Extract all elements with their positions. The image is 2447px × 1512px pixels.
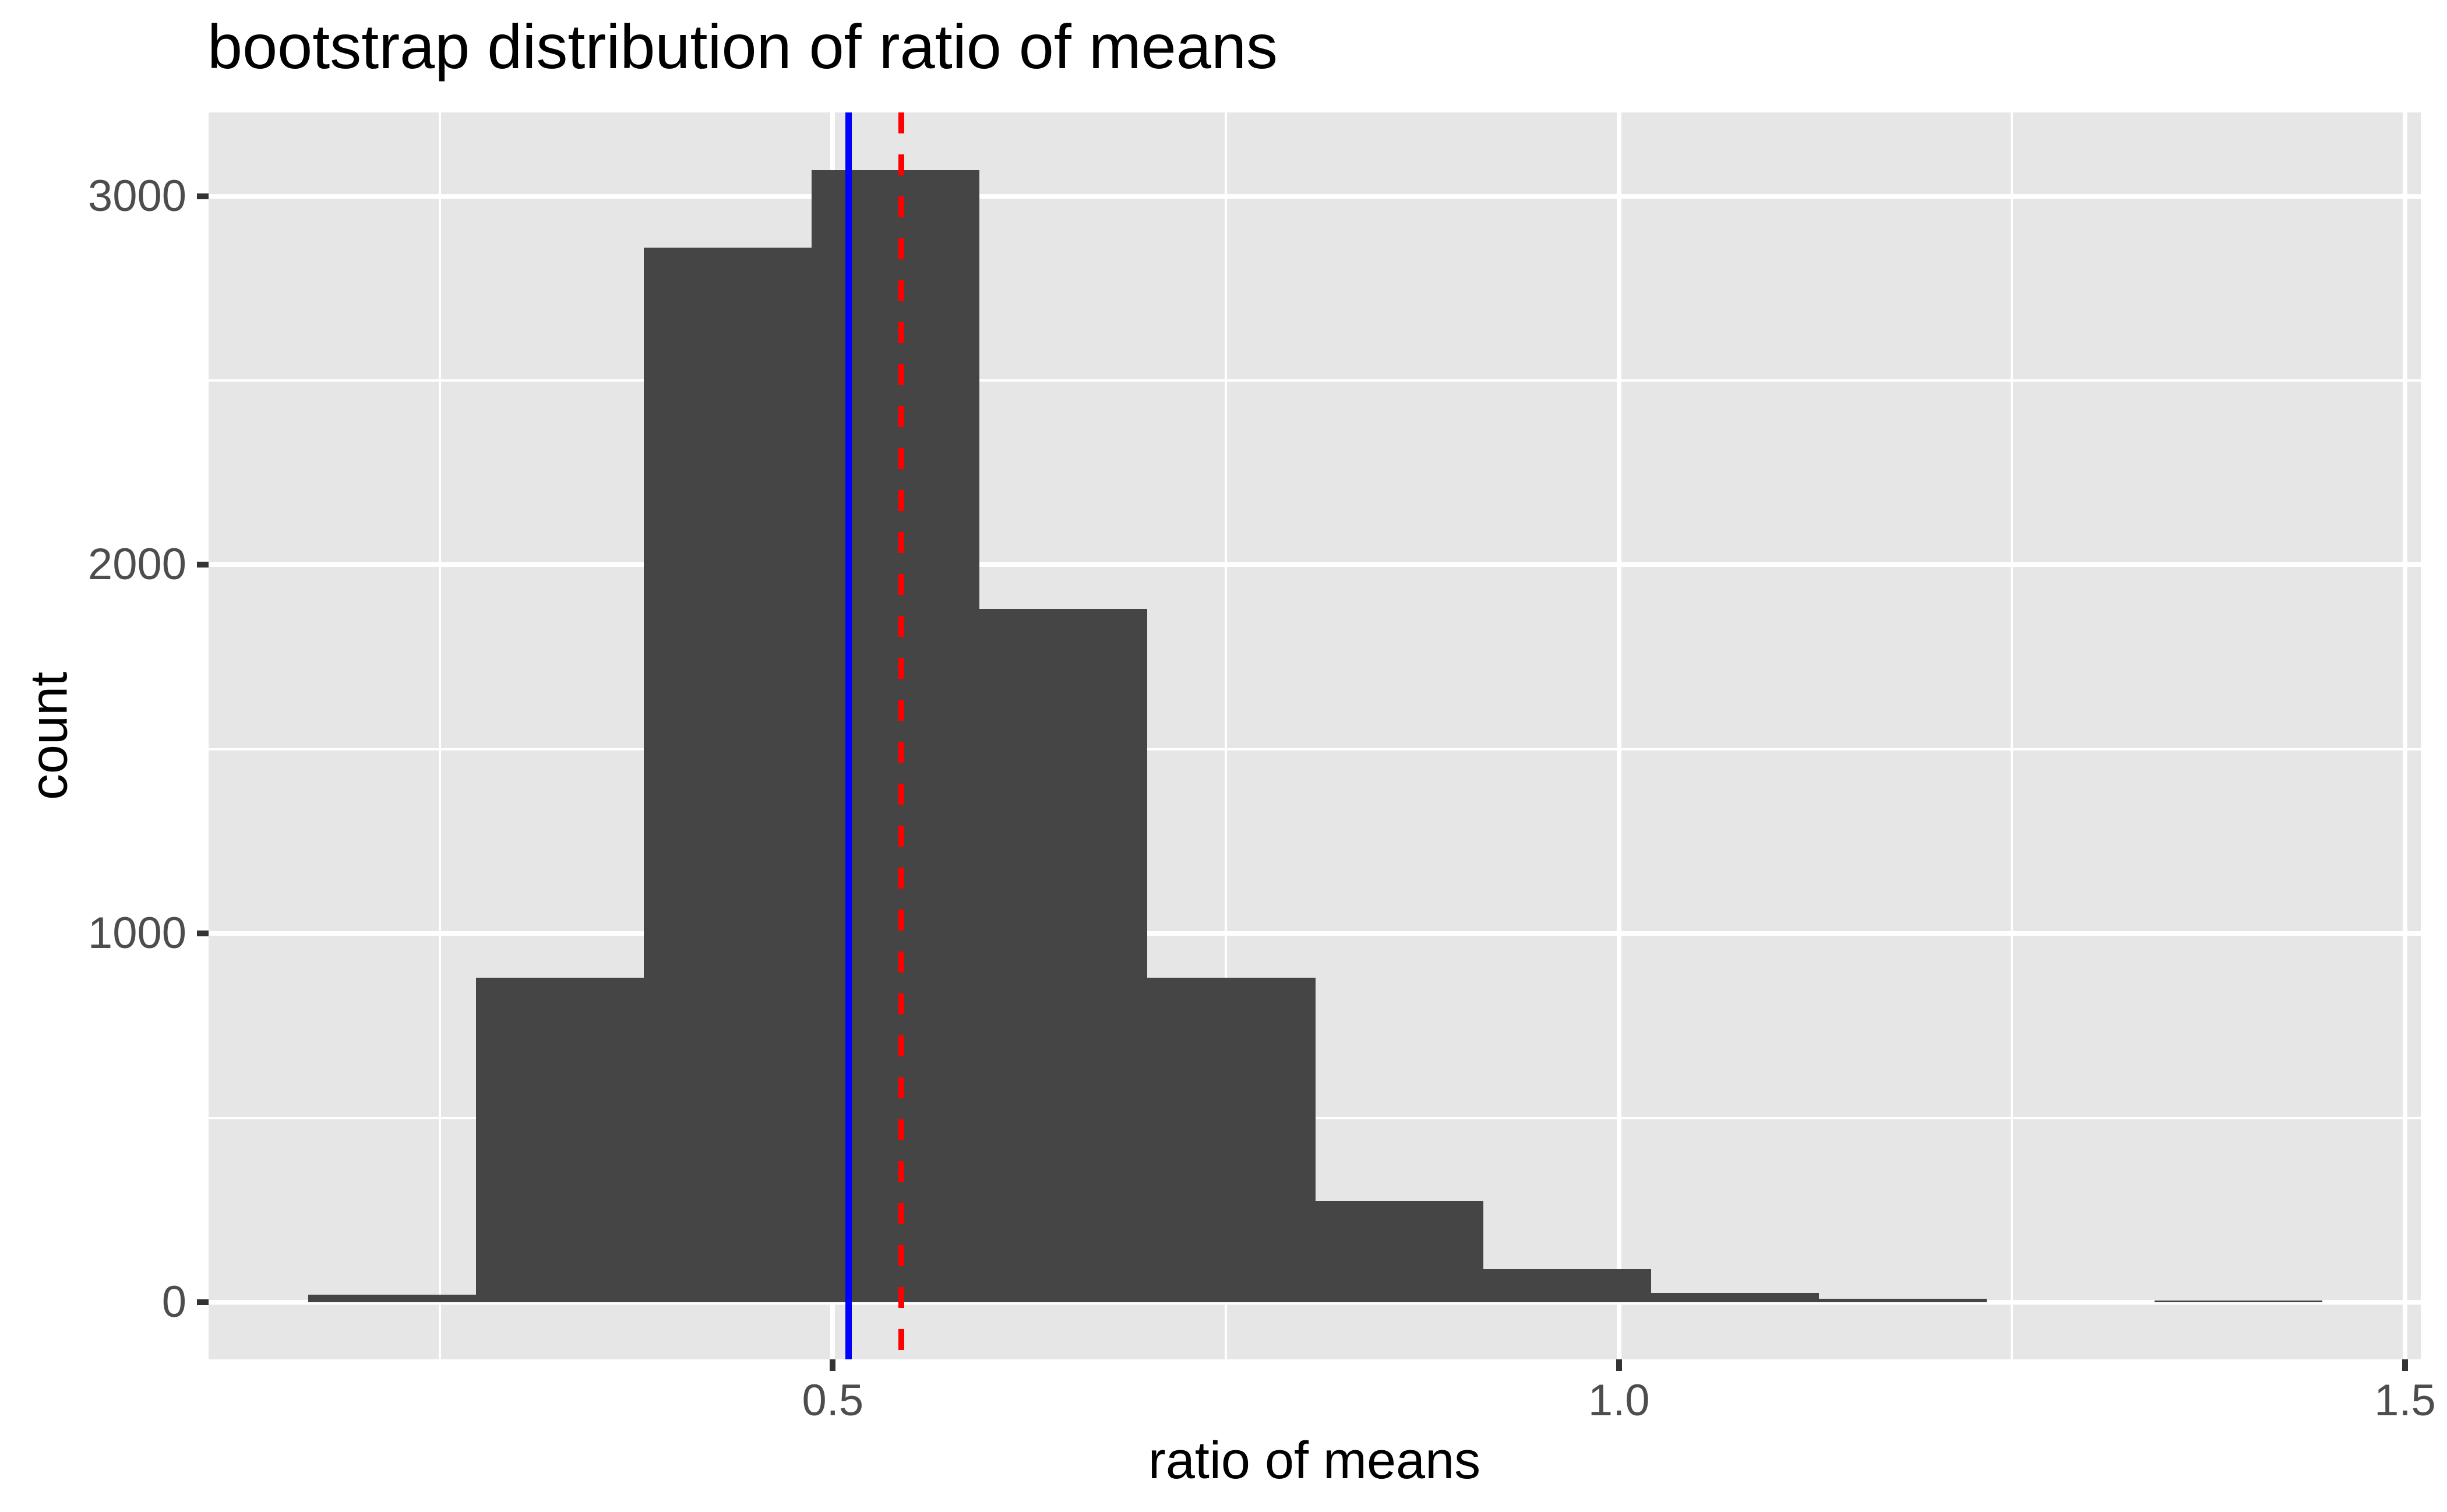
y-tick-label: 2000 [87, 540, 186, 590]
y-tick-label: 0 [161, 1277, 186, 1327]
y-tick-mark [197, 1299, 209, 1305]
x-tick-mark [830, 1359, 836, 1371]
x-tick-mark [2402, 1359, 2408, 1371]
x-tick-label: 1.5 [2374, 1376, 2436, 1425]
histogram-bar [308, 1295, 476, 1302]
x-tick-label: 0.5 [802, 1376, 864, 1425]
x-tick-mark [1616, 1359, 1622, 1371]
y-tick-mark [197, 931, 209, 937]
histogram-bar [979, 609, 1147, 1302]
y-gridline-major [209, 1299, 2421, 1305]
y-tick-label: 3000 [87, 171, 186, 221]
y-gridline-major [209, 193, 2421, 199]
x-gridline-minor [2011, 112, 2014, 1359]
x-gridline-major [1616, 112, 1621, 1359]
histogram-bar [812, 170, 979, 1302]
x-gridline-minor [438, 112, 441, 1359]
y-gridline-minor [209, 379, 2421, 382]
histogram-bar [644, 248, 812, 1302]
x-tick-label: 1.0 [1588, 1376, 1650, 1425]
x-gridline-minor [1225, 112, 1228, 1359]
chart-title: bootstrap distribution of ratio of means [207, 11, 1278, 82]
x-axis-title: ratio of means [1148, 1432, 1481, 1490]
histogram-bar [1147, 978, 1316, 1302]
x-gridline-major [2403, 112, 2407, 1359]
histogram-bar [1316, 1200, 1483, 1302]
histogram-bar [2155, 1300, 2322, 1302]
histogram-bar [1651, 1293, 1819, 1302]
observed-ratio-line [845, 112, 852, 1359]
y-gridline-major [209, 931, 2421, 936]
y-tick-mark [197, 193, 209, 199]
y-gridline-major [209, 562, 2421, 568]
plot-panel [209, 112, 2421, 1359]
y-axis-title: count [20, 671, 79, 801]
histogram-bar [1483, 1268, 1651, 1302]
histogram-bar [476, 978, 644, 1302]
y-gridline-minor [209, 748, 2421, 750]
y-tick-mark [197, 562, 209, 568]
bootstrap-mean-line [898, 112, 904, 1359]
y-tick-label: 1000 [87, 908, 186, 958]
histogram-bar [1819, 1298, 1987, 1302]
